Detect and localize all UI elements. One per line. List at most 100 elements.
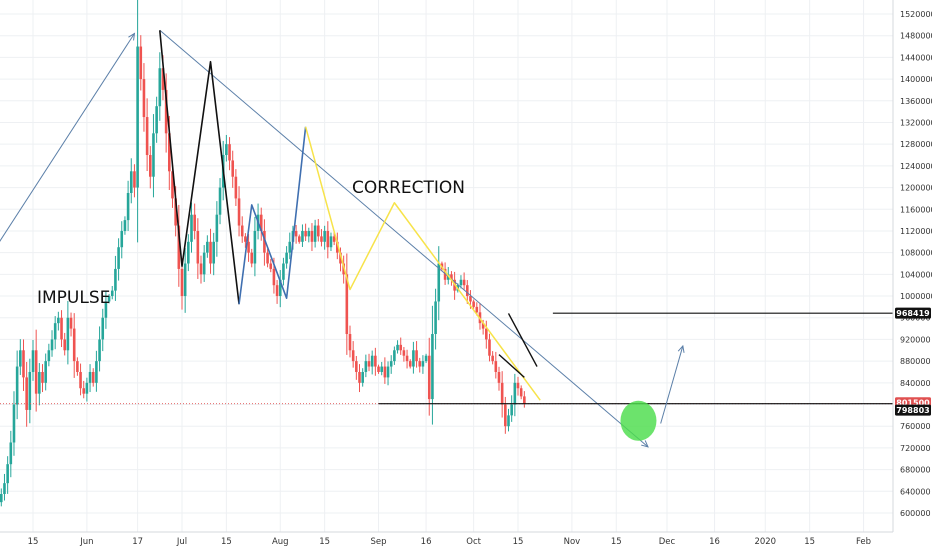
- candle-body: [377, 366, 380, 372]
- candle-body: [72, 328, 76, 362]
- price-tag: [895, 404, 931, 416]
- candle-body: [139, 46, 143, 80]
- y-tick-label: 1280000: [900, 140, 932, 149]
- candle-body: [196, 230, 200, 264]
- candle-body: [396, 344, 399, 351]
- y-tick-label: 600000: [900, 509, 931, 518]
- candle-body: [339, 252, 342, 264]
- y-tick-label: 1040000: [900, 270, 932, 279]
- candle-body: [297, 236, 301, 242]
- y-tick-label: 880000: [900, 357, 931, 366]
- candle-body: [168, 133, 171, 172]
- candle-body: [513, 382, 517, 405]
- candle-body: [472, 301, 475, 307]
- candle-body: [101, 317, 105, 340]
- y-tick-label: 1520000: [900, 10, 932, 19]
- y-tick-label: 1200000: [900, 184, 932, 193]
- candle-body: [231, 160, 235, 177]
- candle-body: [329, 236, 333, 248]
- candle-body: [285, 252, 288, 264]
- candle-body: [79, 371, 82, 389]
- candle-body: [351, 350, 355, 362]
- y-tick-label: 920000: [900, 335, 931, 344]
- candle-body: [465, 285, 469, 297]
- candle-body: [380, 366, 383, 372]
- candle-body: [19, 350, 22, 367]
- impulse-arrow: [0, 33, 135, 242]
- candle-body: [6, 464, 9, 484]
- candle-body: [209, 241, 212, 264]
- candle-body: [126, 192, 130, 221]
- candle-body: [364, 361, 368, 372]
- candle-body: [158, 68, 162, 107]
- candle-body: [519, 388, 523, 397]
- candle-body: [431, 334, 434, 400]
- candle-body: [336, 241, 339, 253]
- y-tick-label: 1000000: [900, 292, 932, 301]
- x-tick-label: 15: [611, 537, 622, 547]
- candle-body: [250, 252, 254, 264]
- y-tick-label: 1360000: [900, 97, 932, 106]
- y-tick-label: 640000: [900, 487, 931, 496]
- x-tick-label: 15: [28, 537, 39, 547]
- x-tick-label: Jul: [176, 537, 187, 547]
- candle-body: [225, 144, 228, 156]
- candle-body: [202, 252, 206, 275]
- candle-body: [177, 225, 181, 269]
- candle-body: [301, 230, 304, 242]
- candle-body: [240, 225, 244, 237]
- x-tick-label: Dec: [659, 537, 676, 547]
- candle-body: [152, 133, 155, 177]
- price-axis[interactable]: [893, 0, 932, 532]
- candle-body: [63, 339, 66, 351]
- candle-body: [3, 483, 6, 495]
- annotation-impulse: IMPULSE: [37, 288, 110, 308]
- candle-body: [110, 290, 114, 297]
- candle-body: [282, 263, 285, 280]
- candle-body: [95, 361, 98, 383]
- y-tick-label: 720000: [900, 444, 931, 453]
- candle-body: [348, 334, 352, 351]
- time-axis[interactable]: [0, 532, 893, 550]
- candle-body: [523, 396, 526, 404]
- price-tag-label: 798803: [896, 406, 929, 415]
- projection-arrow-head: [677, 344, 685, 353]
- candle-body: [399, 344, 403, 351]
- candle-body: [41, 371, 44, 383]
- annotation-correction: CORRECTION: [352, 178, 465, 198]
- candle-body: [164, 89, 168, 134]
- candle-body: [85, 382, 89, 394]
- candle-body: [450, 274, 453, 280]
- candle-body: [361, 371, 364, 383]
- candle-body: [247, 241, 250, 253]
- candle-body: [504, 404, 507, 427]
- candle-body: [434, 301, 437, 335]
- candle-body: [98, 339, 101, 362]
- x-tick-label: 16: [709, 537, 720, 547]
- candle-body: [218, 187, 222, 215]
- candle-body: [31, 350, 35, 372]
- candle-body: [507, 415, 510, 427]
- candle-body: [114, 268, 117, 291]
- candle-body: [136, 46, 139, 188]
- price-tag: [895, 307, 931, 319]
- impulse-arrow-head: [128, 32, 136, 41]
- candle-body: [412, 350, 415, 367]
- candle-body: [259, 214, 263, 231]
- candle-body: [212, 241, 215, 264]
- candle-body: [44, 361, 47, 383]
- candle-body: [120, 230, 124, 248]
- candle-body: [123, 220, 127, 231]
- candle-body: [38, 371, 41, 394]
- candle-body: [494, 361, 498, 372]
- x-tick-label: 15: [513, 537, 524, 547]
- candle-body: [269, 263, 273, 269]
- candle-body: [491, 355, 494, 362]
- candle-body: [187, 241, 190, 264]
- candle-body: [104, 301, 108, 318]
- candle-body: [133, 171, 136, 188]
- candles: [0, 0, 526, 507]
- candle-body: [215, 214, 219, 242]
- candle-body: [266, 252, 269, 264]
